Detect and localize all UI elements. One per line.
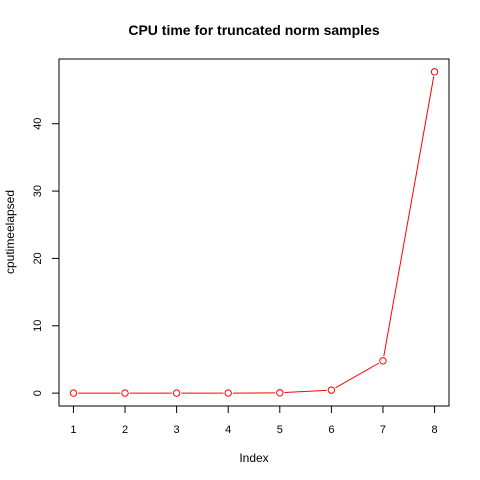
x-axis-label: Index	[239, 451, 268, 465]
x-tick-label: 2	[122, 424, 128, 436]
x-tick-label: 1	[70, 424, 76, 436]
y-tick-label: 20	[32, 252, 44, 264]
data-point	[327, 386, 336, 394]
data-point	[379, 357, 387, 365]
series-line-segment	[284, 389, 327, 394]
x-tick-label: 8	[431, 424, 437, 436]
x-tick-label: 6	[328, 424, 334, 436]
series-layer	[69, 68, 439, 397]
series-line-segment	[335, 362, 380, 389]
y-tick-label: 10	[32, 320, 44, 332]
data-point	[224, 389, 232, 397]
x-axis: 1 2 3 4 5 6 7 8	[70, 405, 438, 436]
data-point	[69, 389, 78, 397]
x-tick-label: 7	[380, 424, 386, 436]
data-point	[430, 68, 439, 76]
x-tick-label: 3	[174, 424, 180, 436]
series-line-segment	[383, 76, 435, 357]
x-tick-label: 5	[277, 424, 283, 436]
y-tick-label: 30	[32, 185, 44, 197]
y-axis-label: cputimeelapsed	[3, 190, 17, 274]
data-point	[121, 389, 129, 397]
x-tick-label: 4	[225, 424, 231, 436]
y-tick-label: 0	[32, 390, 44, 396]
y-tick-label: 40	[32, 118, 44, 130]
data-point	[276, 389, 284, 397]
plot-frame	[58, 58, 450, 407]
data-point	[172, 389, 181, 397]
chart-title: CPU time for truncated norm samples	[128, 22, 379, 38]
y-axis: 0 10 20 30 40	[32, 118, 60, 396]
